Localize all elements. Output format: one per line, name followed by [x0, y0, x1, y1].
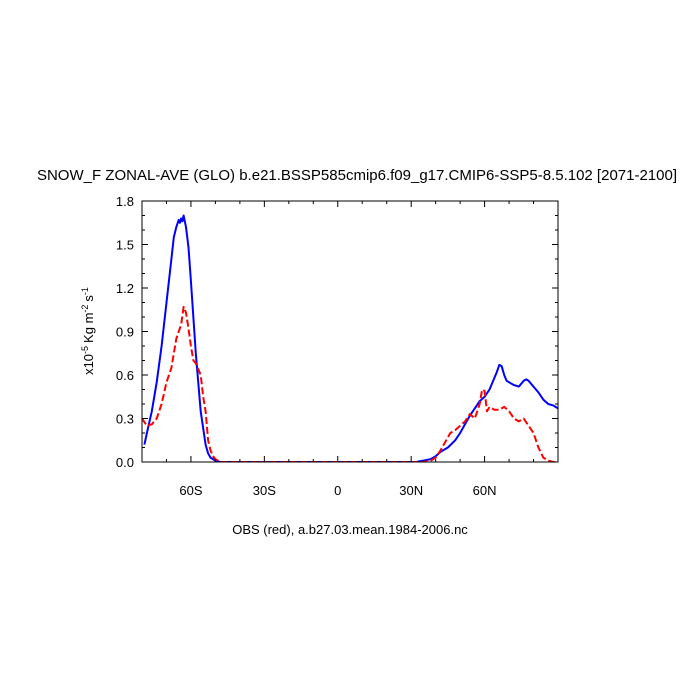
plot-frame: [141, 200, 559, 463]
y-tick-label: 0.6: [116, 368, 134, 383]
series-layer: [142, 214, 558, 462]
y-axis-label: x10-5 Kg m-2 s-1: [80, 287, 96, 375]
chart-title: SNOW_F ZONAL-AVE (GLO) b.e21.BSSP585cmip…: [37, 167, 677, 184]
y-tick-label: 0.9: [116, 325, 134, 340]
y-label-unit-exp: -2: [80, 305, 90, 313]
y-tick-label: 0.3: [116, 412, 134, 427]
y-label-unit2: s: [81, 295, 96, 302]
x-tick-label: 30N: [399, 483, 423, 498]
x-tick-label: 30S: [253, 483, 276, 498]
series-line-model: [143, 214, 558, 462]
y-label-exp: -5: [80, 346, 90, 354]
x-tick-label: 60S: [179, 483, 202, 498]
axis-layer: 0.0 0.3 0.6 0.9 1.2 1.5 1.8 60S 30S 0 30N 60N: [116, 194, 559, 498]
x-tick-label: 60N: [473, 483, 497, 498]
y-label-unit: Kg m: [81, 313, 96, 343]
y-label-unit2-exp: -1: [80, 287, 90, 295]
y-tick-label: 1.2: [116, 281, 134, 296]
series-line-obs: [142, 305, 558, 462]
x-tick-label: 0: [334, 483, 341, 498]
y-tick-label: 1.8: [116, 194, 134, 209]
x-axis-label: OBS (red), a.b27.03.mean.1984-2006.nc: [232, 522, 468, 537]
y-label-prefix: x10: [81, 354, 96, 375]
y-tick-label: 1.5: [116, 238, 134, 253]
y-tick-label: 0.0: [116, 455, 134, 470]
